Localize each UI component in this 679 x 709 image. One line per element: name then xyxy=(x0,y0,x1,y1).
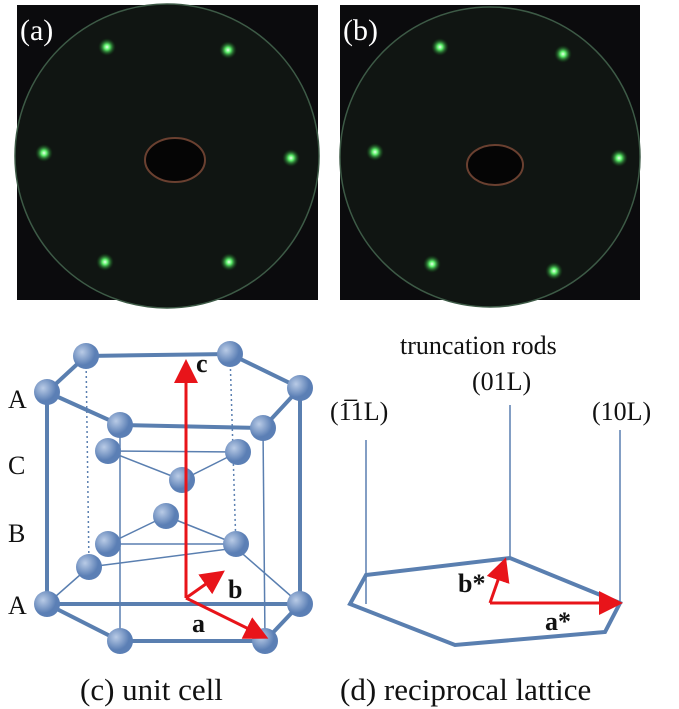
atom xyxy=(287,591,313,617)
atom xyxy=(223,531,249,557)
vector-b-star xyxy=(486,557,510,604)
reciprocal-lattice xyxy=(347,405,623,648)
atom xyxy=(34,591,60,617)
diffraction-spots xyxy=(35,38,628,280)
spot xyxy=(219,41,237,59)
layer-label: A xyxy=(8,591,27,620)
atom xyxy=(217,341,243,367)
unit-cell xyxy=(43,351,305,643)
rod-label: (01L) xyxy=(472,367,531,396)
panel-label: (a) xyxy=(20,14,53,47)
rod-label: (1̅1L) xyxy=(330,397,388,426)
atom xyxy=(169,467,195,493)
atom xyxy=(107,628,133,654)
vector-label: b xyxy=(228,575,242,604)
vector-b xyxy=(185,570,225,600)
spot xyxy=(366,143,384,161)
vector-label: a xyxy=(192,609,205,638)
atom xyxy=(287,375,313,401)
vector-label: b* xyxy=(458,569,485,598)
spot xyxy=(98,38,116,56)
atom xyxy=(250,415,276,441)
atom xyxy=(107,412,133,438)
caption: (c) unit cell xyxy=(80,672,223,707)
atom xyxy=(34,379,60,405)
rod-label: (10L) xyxy=(592,397,651,426)
layer-label: C xyxy=(8,451,25,480)
spot xyxy=(554,45,572,63)
rods-title: truncation rods xyxy=(400,331,557,360)
leed-image-b xyxy=(339,5,641,308)
atom xyxy=(73,343,99,369)
atom xyxy=(225,439,251,465)
layer-label: B xyxy=(8,519,25,548)
atom xyxy=(153,503,179,529)
spot xyxy=(610,149,628,167)
spot xyxy=(282,149,300,167)
caption: (d) reciprocal lattice xyxy=(340,672,591,707)
panel-label: (b) xyxy=(343,14,378,47)
atom xyxy=(95,438,121,464)
atom xyxy=(76,554,102,580)
spot xyxy=(545,262,563,280)
atoms xyxy=(34,341,313,654)
layer-label: A xyxy=(8,385,27,414)
spot xyxy=(96,253,114,271)
vector-label: c xyxy=(196,349,208,378)
spot xyxy=(35,144,53,162)
leed-image-a xyxy=(14,3,320,309)
vector-label: a* xyxy=(545,607,571,636)
spot xyxy=(423,255,441,273)
atom xyxy=(95,531,121,557)
vector-a xyxy=(185,596,269,639)
spot xyxy=(431,38,449,56)
spot xyxy=(220,253,238,271)
